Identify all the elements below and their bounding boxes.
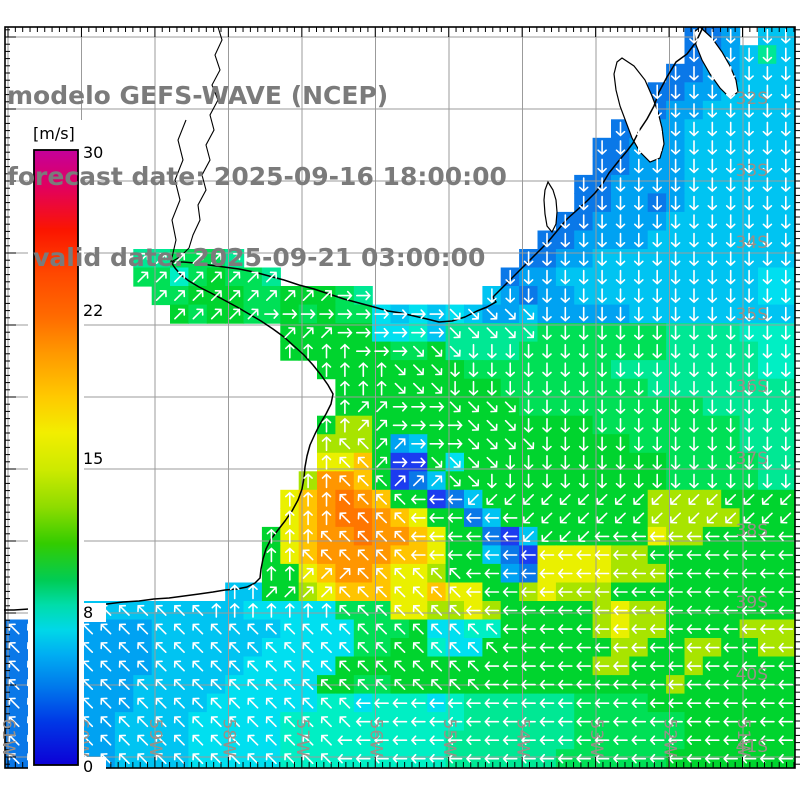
plot-title-block: modelo GEFS-WAVE (NCEP) forecast date: 2… [7,28,507,298]
lat-label: 34S [736,233,768,253]
colorbar: [m/s] 30 22 15 8 0 [28,120,106,776]
lat-label: 33S [736,161,768,181]
axis-labels: 61W60W59W58W57W56W55W54W53W52W51W32S33S3… [0,89,768,757]
valid-date-line: valid date: 2025-09-21 03:00:00 [7,243,486,272]
lat-label: 38S [736,521,768,541]
model-name-title: modelo GEFS-WAVE (NCEP) [7,81,389,110]
lat-label: 40S [736,665,768,685]
lat-label: 39S [736,593,768,613]
colorbar-tick-label: 22 [83,301,103,320]
lon-label: 53W [586,719,606,758]
colorbar-tick-label: 8 [83,603,93,622]
colorbar-tick-label: 15 [83,449,103,468]
lon-label: 59W [145,719,165,758]
lat-lon-gridlines [5,27,795,768]
lon-label: 52W [660,719,680,758]
lon-label: 61W [0,719,18,758]
lat-label: 32S [736,89,768,109]
lon-label: 56W [366,719,386,758]
lon-label: 51W [733,719,753,758]
lon-label: 55W [439,719,459,758]
forecast-date-line: forecast date: 2025-09-16 18:00:00 [7,162,507,191]
lat-label: 35S [736,305,768,325]
colorbar-unit-label: [m/s] [33,124,75,143]
lat-label: 37S [736,449,768,469]
lon-label: 58W [219,719,239,758]
colorbar-tick-label: 0 [83,757,93,776]
lat-label: 36S [736,377,768,397]
lat-label: 41S [736,737,768,757]
lon-label: 54W [513,719,533,758]
lon-label: 57W [292,719,312,758]
colorbar-tick-label: 30 [83,143,103,162]
